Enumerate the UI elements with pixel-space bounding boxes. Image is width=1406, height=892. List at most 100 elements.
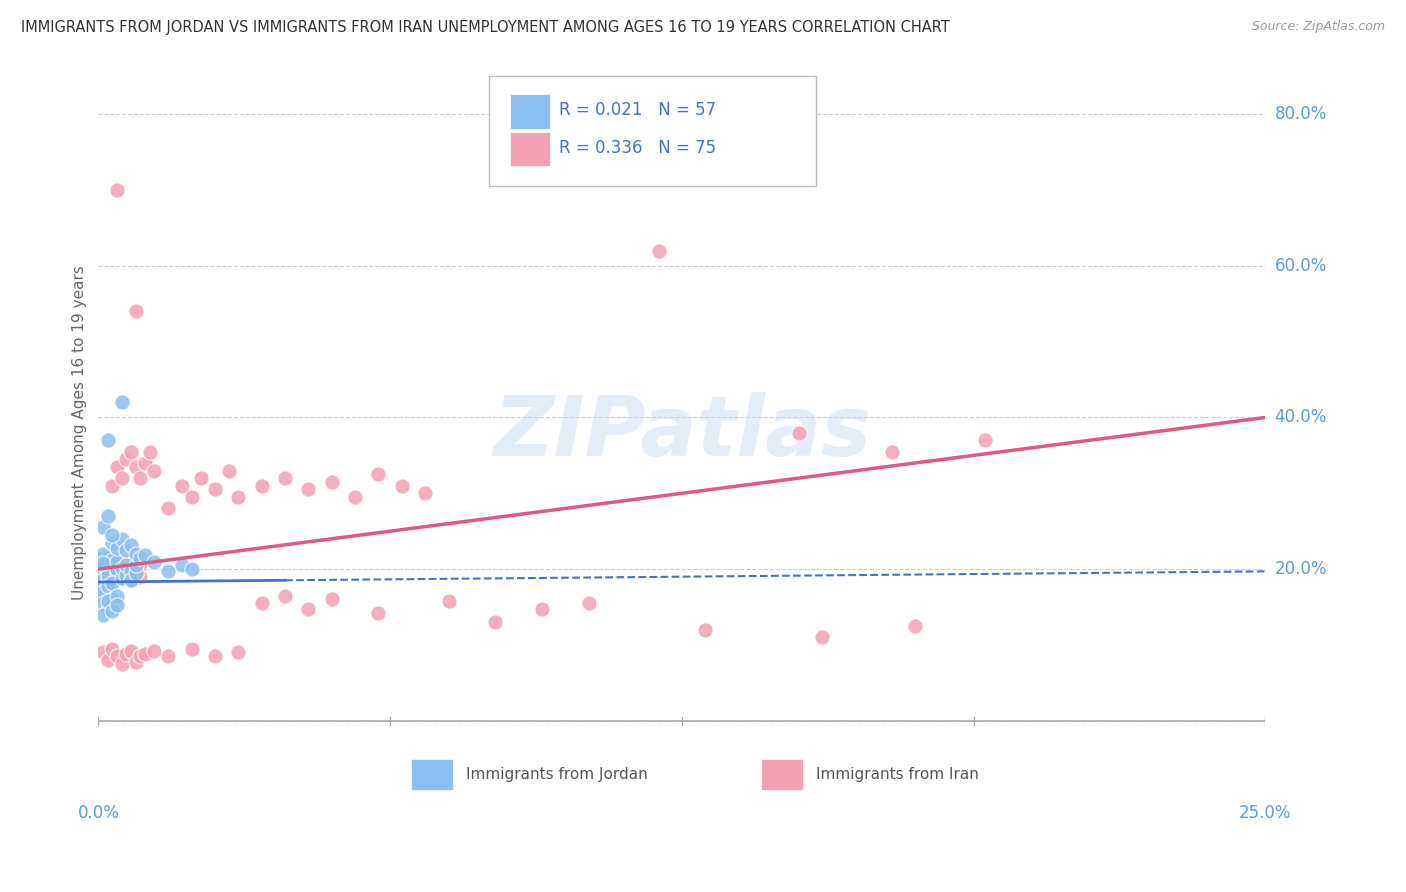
Point [101, 566, 124, 580]
Point [228, 646, 250, 660]
FancyBboxPatch shape [761, 758, 803, 790]
Point [111, 571, 134, 585]
Point [190, 471, 212, 485]
Text: 25.0%: 25.0% [1239, 805, 1292, 822]
Point [134, 647, 156, 661]
Point [157, 501, 180, 516]
Point [101, 562, 124, 576]
Point [101, 535, 124, 549]
Text: IMMIGRANTS FROM JORDAN VS IMMIGRANTS FROM IRAN UNEMPLOYMENT AMONG AGES 16 TO 19 : IMMIGRANTS FROM JORDAN VS IMMIGRANTS FRO… [21, 20, 950, 35]
Point [274, 589, 297, 603]
Point [91, 574, 114, 588]
Point [91, 555, 114, 569]
Point [120, 564, 142, 578]
Point [105, 566, 128, 580]
Point [413, 486, 436, 500]
Point [120, 444, 142, 458]
Point [91, 547, 114, 561]
Point [97, 577, 120, 591]
Point [105, 183, 128, 197]
Point [367, 606, 389, 620]
Point [180, 490, 202, 504]
Point [101, 592, 124, 607]
Point [115, 452, 138, 467]
Point [647, 244, 669, 258]
Point [125, 547, 148, 561]
Point [204, 649, 226, 664]
Point [143, 644, 166, 658]
Point [120, 574, 142, 588]
Point [91, 589, 114, 603]
Point [91, 585, 114, 599]
Point [97, 601, 120, 615]
Point [125, 566, 148, 580]
Text: 80.0%: 80.0% [1275, 105, 1327, 123]
Text: Immigrants from Iran: Immigrants from Iran [815, 767, 979, 782]
Text: 60.0%: 60.0% [1275, 257, 1327, 275]
Point [105, 558, 128, 573]
Point [111, 471, 134, 485]
Point [880, 444, 903, 458]
Point [974, 434, 997, 448]
Point [578, 596, 600, 610]
Point [115, 543, 138, 558]
Point [321, 475, 343, 489]
Point [125, 655, 148, 669]
Point [904, 619, 927, 633]
Point [367, 467, 389, 482]
Point [101, 566, 124, 580]
Point [157, 564, 180, 578]
Point [129, 558, 152, 573]
Point [115, 566, 138, 580]
FancyBboxPatch shape [510, 132, 550, 167]
Point [91, 558, 114, 573]
Point [204, 483, 226, 497]
Point [250, 479, 273, 493]
Point [811, 631, 834, 645]
Point [111, 657, 134, 671]
Point [97, 653, 120, 667]
Point [91, 581, 114, 595]
Point [297, 601, 319, 615]
Point [125, 558, 148, 573]
Point [180, 641, 202, 656]
Point [391, 479, 413, 493]
Point [530, 601, 553, 615]
Text: 40.0%: 40.0% [1275, 409, 1327, 426]
Point [787, 425, 810, 440]
Point [143, 555, 166, 569]
Text: 0.0%: 0.0% [77, 805, 120, 822]
Point [105, 589, 128, 603]
Point [101, 604, 124, 618]
Point [115, 558, 138, 573]
Point [105, 459, 128, 474]
Point [120, 644, 142, 658]
Point [172, 558, 194, 573]
FancyBboxPatch shape [510, 94, 550, 128]
Text: R = 0.021   N = 57: R = 0.021 N = 57 [560, 102, 717, 120]
Text: 20.0%: 20.0% [1275, 560, 1327, 578]
Point [344, 490, 367, 504]
Point [125, 459, 148, 474]
Point [105, 599, 128, 613]
Point [97, 581, 120, 595]
Point [97, 434, 120, 448]
Point [274, 471, 297, 485]
Point [134, 549, 156, 563]
Point [97, 581, 120, 595]
Point [111, 560, 134, 574]
Point [134, 456, 156, 470]
Point [115, 647, 138, 661]
Point [105, 555, 128, 569]
Text: Immigrants from Jordan: Immigrants from Jordan [465, 767, 648, 782]
Point [91, 550, 114, 565]
Point [120, 562, 142, 576]
Point [91, 558, 114, 573]
Point [120, 574, 142, 588]
Point [91, 646, 114, 660]
Point [105, 562, 128, 576]
Point [115, 555, 138, 569]
Point [218, 464, 240, 478]
Point [101, 553, 124, 567]
Point [97, 570, 120, 584]
